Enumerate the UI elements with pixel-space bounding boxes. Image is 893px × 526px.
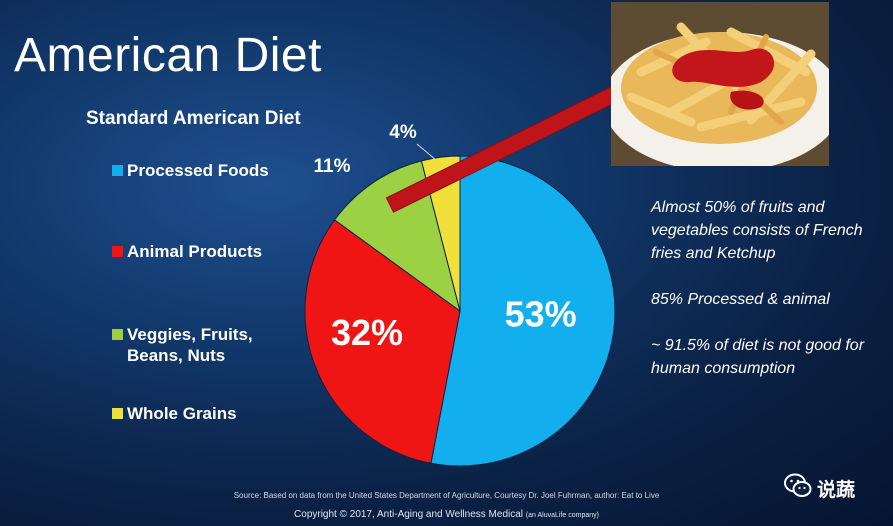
legend-swatch (112, 408, 123, 419)
notes-panel: Almost 50% of fruits and vegetables cons… (651, 196, 891, 403)
slice-label: 32% (331, 312, 403, 353)
leader-line (416, 143, 437, 161)
legend-label: Veggies, Fruits, (127, 325, 253, 344)
slice-label: 4% (389, 122, 417, 143)
legend-swatch (112, 329, 123, 340)
pie-slice-veggies-fruits-beans-nuts (333, 160, 461, 313)
legend-swatch (112, 246, 123, 257)
legend-label: Animal Products (127, 242, 263, 261)
legend-swatch (112, 165, 123, 176)
note-consumption: ~ 91.5% of diet is not good for human co… (651, 337, 865, 377)
chart-title: Standard American Diet (86, 108, 301, 129)
company-text: (an AluvaLife company) (525, 512, 599, 519)
slice-label: 11% (314, 156, 351, 177)
wechat-icon (784, 473, 812, 497)
legend-label: Whole Grains (127, 404, 237, 423)
pie-slice-whole-grains (420, 155, 461, 312)
note-processed: 85% Processed & animal (651, 291, 830, 308)
legend-label: Beans, Nuts (127, 346, 226, 365)
slice-label: 53% (505, 294, 577, 335)
pie-slice-animal-products (304, 219, 461, 464)
french-fries-photo (611, 2, 829, 166)
slide-title: American Diet (14, 29, 322, 82)
source-caption: Source: Based on data from the United St… (233, 491, 660, 500)
legend-label: Processed Foods (127, 161, 269, 180)
copyright-text: Copyright © 2017, Anti-Aging and Wellnes… (294, 509, 524, 520)
pie-slice-processed-foods (430, 155, 616, 467)
note-fries: Almost 50% of fruits and vegetables cons… (651, 199, 863, 262)
copyright-line: Copyright © 2017, Anti-Aging and Wellnes… (0, 509, 893, 520)
wechat-watermark: 说蔬 (783, 472, 883, 502)
wechat-label: 说蔬 (817, 480, 856, 501)
